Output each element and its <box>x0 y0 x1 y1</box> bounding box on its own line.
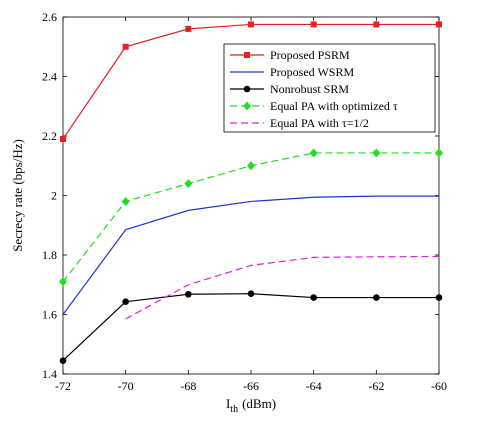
data-point <box>59 277 67 287</box>
legend-marker <box>243 85 251 93</box>
legend-item: Proposed WSRM <box>230 65 354 79</box>
data-point <box>435 294 443 301</box>
data-point <box>122 43 129 50</box>
data-point <box>248 21 254 28</box>
data-point <box>185 25 192 32</box>
series-2 <box>59 290 443 364</box>
y-tick-label: 1.4 <box>42 367 57 381</box>
series-3 <box>59 148 443 287</box>
legend-label: Equal PA with τ=1/2 <box>270 116 369 130</box>
y-axis-title: Secrecy rate (bps/Hz) <box>10 139 25 252</box>
data-point <box>59 357 67 364</box>
data-point <box>436 21 442 28</box>
data-point <box>373 21 380 28</box>
y-tick-label: 1.8 <box>42 248 57 262</box>
x-axis-title-sub: th <box>230 404 238 415</box>
x-axis-title: Ith (dBm) <box>226 396 276 415</box>
legend-item: Equal PA with τ=1/2 <box>230 116 369 130</box>
legend-box <box>223 43 436 133</box>
legend-label: Nonrobust SRM <box>270 82 349 96</box>
data-point <box>60 135 66 142</box>
x-tick-label: -72 <box>55 379 71 393</box>
data-point <box>122 298 129 306</box>
data-point <box>247 290 255 297</box>
series-line <box>62 152 439 283</box>
series-4 <box>125 255 440 320</box>
data-point <box>373 294 380 301</box>
data-point <box>372 148 381 158</box>
y-tick-label: 2.4 <box>42 70 57 84</box>
data-point <box>310 21 317 28</box>
data-point <box>435 148 443 158</box>
data-point <box>121 196 130 206</box>
legend: Proposed PSRM Proposed WSRM Nonrobust SRM E… <box>223 43 436 133</box>
x-tick-label: -66 <box>243 379 259 393</box>
legend-marker <box>244 52 250 58</box>
y-tick-label: 2.2 <box>42 129 57 143</box>
series-line <box>62 195 439 315</box>
data-point <box>184 179 193 189</box>
legend-label: Proposed WSRM <box>270 65 354 79</box>
y-tick-label: 1.6 <box>42 308 57 322</box>
x-tick-label: -62 <box>368 379 384 393</box>
series <box>59 21 443 364</box>
legend-label: Proposed PSRM <box>270 48 350 62</box>
x-axis-title-unit: (dBm) <box>242 396 276 411</box>
ticks: -72 -70 -68 -66 -64 -62 -60 1.4 1.6 1.8 2 2.2 2.4 2.6 <box>42 10 447 393</box>
series-0 <box>60 21 442 142</box>
x-axis-title-main: I <box>226 396 230 411</box>
x-tick-label: -60 <box>431 379 447 393</box>
data-point <box>310 294 317 301</box>
y-tick-label: 2 <box>51 189 57 203</box>
data-point <box>185 290 192 298</box>
y-tick-label: 2.6 <box>42 10 57 24</box>
series-1 <box>62 195 439 315</box>
legend-item: Proposed PSRM <box>230 48 350 62</box>
data-point <box>247 161 255 171</box>
legend-marker <box>243 101 251 111</box>
legend-item: Nonrobust SRM <box>230 82 349 96</box>
legend-item: Equal PA with optimized τ <box>230 99 398 113</box>
legend-label: Equal PA with optimized τ <box>270 99 398 113</box>
series-line <box>125 255 440 320</box>
data-point <box>309 148 318 158</box>
x-tick-label: -68 <box>180 379 196 393</box>
series-line <box>62 293 439 362</box>
x-tick-label: -70 <box>118 379 134 393</box>
x-tick-label: -64 <box>306 379 322 393</box>
